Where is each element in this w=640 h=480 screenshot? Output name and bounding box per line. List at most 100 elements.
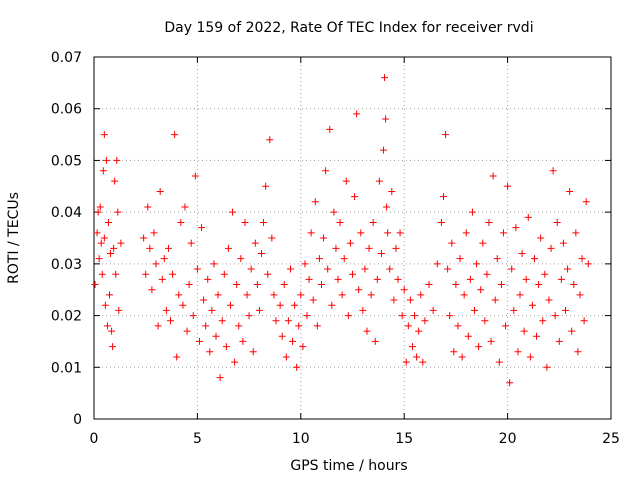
data-point	[115, 306, 123, 314]
data-point	[533, 332, 541, 340]
data-point	[299, 343, 307, 351]
data-point	[220, 270, 228, 278]
data-point	[375, 177, 383, 185]
data-point	[537, 234, 545, 242]
data-point	[491, 296, 499, 304]
data-point	[208, 306, 216, 314]
data-point	[400, 286, 408, 294]
data-point	[233, 281, 241, 289]
data-point	[539, 317, 547, 325]
data-point	[260, 218, 268, 226]
data-point	[272, 317, 280, 325]
data-point	[388, 187, 396, 195]
data-point	[566, 187, 574, 195]
data-point	[158, 275, 166, 283]
data-point	[363, 327, 371, 335]
data-point	[502, 322, 510, 330]
data-point	[181, 203, 189, 211]
data-point	[495, 358, 503, 366]
data-point	[311, 198, 319, 206]
data-point	[485, 218, 493, 226]
data-point	[454, 322, 462, 330]
data-point	[553, 218, 561, 226]
data-point	[369, 218, 377, 226]
data-point	[322, 167, 330, 175]
data-point	[156, 187, 164, 195]
data-point	[481, 317, 489, 325]
data-point	[167, 317, 175, 325]
data-point	[408, 343, 416, 351]
data-point	[336, 218, 344, 226]
data-point	[334, 275, 342, 283]
data-point	[200, 296, 208, 304]
data-point	[253, 281, 261, 289]
data-point	[421, 317, 429, 325]
data-point	[460, 291, 468, 299]
data-point	[562, 306, 570, 314]
x-tick-label: 5	[193, 431, 202, 447]
data-point	[524, 213, 532, 221]
data-point	[266, 136, 274, 144]
data-point	[96, 203, 104, 211]
x-tick-label: 10	[292, 431, 310, 447]
data-point	[103, 322, 111, 330]
data-point	[413, 353, 421, 361]
data-point	[175, 291, 183, 299]
data-point	[396, 229, 404, 237]
data-point	[284, 317, 292, 325]
data-point	[450, 348, 458, 356]
data-point	[564, 265, 572, 273]
data-point	[282, 353, 290, 361]
data-point	[330, 208, 338, 216]
data-point	[342, 177, 350, 185]
axis-ticks	[93, 56, 612, 420]
data-point	[357, 229, 365, 237]
data-point	[344, 312, 352, 320]
data-point	[516, 291, 524, 299]
data-point	[183, 327, 191, 335]
data-point	[317, 281, 325, 289]
data-point	[162, 306, 170, 314]
data-point	[570, 281, 578, 289]
data-point	[195, 337, 203, 345]
data-point	[109, 343, 117, 351]
data-point	[313, 322, 321, 330]
data-point	[231, 358, 239, 366]
data-point	[584, 260, 592, 268]
data-point	[493, 255, 501, 263]
data-point	[286, 265, 294, 273]
data-point	[510, 306, 518, 314]
data-point	[276, 301, 284, 309]
data-point	[398, 312, 406, 320]
data-point	[549, 167, 557, 175]
data-point	[530, 255, 538, 263]
data-point	[144, 203, 152, 211]
data-point	[320, 234, 328, 242]
data-point	[541, 270, 549, 278]
data-point	[171, 131, 179, 139]
data-point	[506, 379, 514, 387]
data-point	[468, 208, 476, 216]
data-point	[270, 291, 278, 299]
data-point	[164, 244, 172, 252]
x-axis-label: GPS time / hours	[290, 458, 407, 474]
data-point	[437, 218, 445, 226]
data-point	[371, 337, 379, 345]
data-point	[512, 224, 520, 232]
data-point	[429, 306, 437, 314]
data-point	[582, 198, 590, 206]
data-point	[297, 291, 305, 299]
plot-frame	[93, 56, 612, 420]
data-point	[326, 125, 334, 133]
data-point	[152, 260, 160, 268]
data-point	[557, 275, 565, 283]
data-point	[295, 322, 303, 330]
data-point	[419, 358, 427, 366]
data-point	[489, 172, 497, 180]
data-point	[169, 270, 177, 278]
data-point	[380, 146, 388, 154]
data-point	[204, 275, 212, 283]
data-point	[417, 291, 425, 299]
data-point	[280, 281, 288, 289]
data-point	[576, 291, 584, 299]
